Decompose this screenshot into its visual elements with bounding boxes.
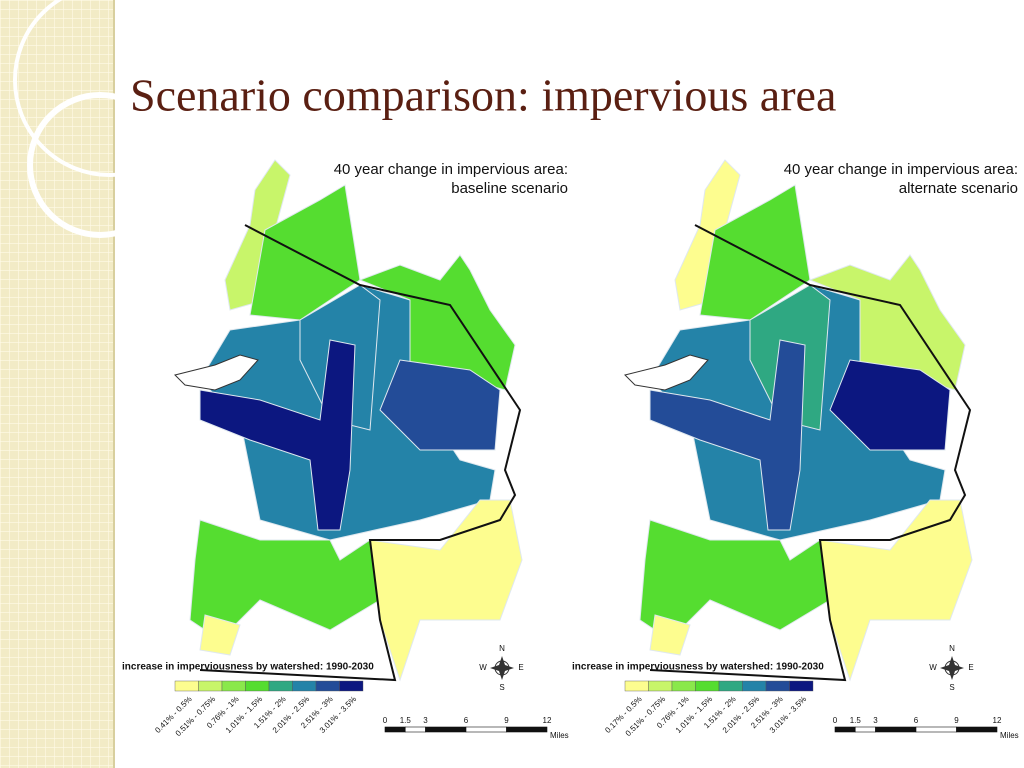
legend-swatch — [221, 680, 246, 692]
scale-segment — [384, 726, 406, 733]
map-heading: 40 year change in impervious area: — [334, 161, 568, 178]
compass-rose — [490, 656, 514, 680]
scale-label: 6 — [914, 716, 919, 725]
scale-unit: Miles — [550, 731, 569, 740]
compass-letter: W — [929, 663, 937, 672]
watershed — [199, 339, 356, 531]
legend-swatch — [315, 680, 340, 692]
watershed — [379, 359, 501, 451]
compass-ring — [944, 660, 960, 676]
watershed — [189, 519, 381, 641]
scale-segment — [404, 726, 426, 733]
scale-label: 12 — [993, 716, 1002, 725]
scale-segment — [854, 726, 876, 733]
map-heading: baseline scenario — [451, 180, 568, 197]
slide-title: Scenario comparison: impervious area — [130, 70, 836, 121]
map-panel: 40 year change in impervious area: altern… — [572, 159, 1019, 740]
ornament — [27, 92, 173, 238]
compass-letter: E — [968, 663, 973, 672]
legend-swatch — [624, 680, 649, 692]
scale-label: 1.5 — [850, 716, 862, 725]
scale-segment — [465, 726, 507, 733]
legend-swatch — [174, 680, 199, 692]
legend-swatch — [292, 680, 317, 692]
compass-letter: E — [518, 663, 523, 672]
watershed — [369, 499, 523, 682]
watershed — [829, 359, 951, 451]
side-strip — [0, 0, 114, 768]
watershed — [639, 519, 831, 641]
water-body — [174, 354, 259, 391]
legend-swatch — [718, 680, 743, 692]
water-body — [624, 354, 709, 391]
map-panel: 40 year change in impervious area: baseli… — [122, 159, 569, 740]
scale-segment — [915, 726, 957, 733]
boundary — [649, 224, 972, 682]
scale-segment — [425, 726, 467, 733]
scale-segment — [875, 726, 917, 733]
watershed — [808, 254, 966, 391]
legend-swatch — [671, 680, 696, 692]
scale-segment — [834, 726, 856, 733]
legend-swatch — [742, 680, 767, 692]
scale-label: 1.5 — [400, 716, 412, 725]
scale-label: 9 — [954, 716, 959, 725]
scale-label: 3 — [423, 716, 428, 725]
ornament — [13, 0, 207, 177]
watershed — [199, 614, 241, 656]
watershed — [649, 614, 691, 656]
scale-label: 6 — [464, 716, 469, 725]
compass-letter: S — [499, 683, 504, 692]
legend-swatch — [339, 680, 364, 692]
scale-segment — [956, 726, 998, 733]
legend-swatch — [789, 680, 814, 692]
compass-rose — [940, 656, 964, 680]
compass-letter: W — [479, 663, 487, 672]
legend-title: increase in imperviousness by watershed:… — [122, 662, 374, 673]
scale-label: 12 — [543, 716, 552, 725]
scale-label: 3 — [873, 716, 878, 725]
boundary — [199, 224, 522, 682]
legend-swatch — [245, 680, 270, 692]
scale-label: 9 — [504, 716, 509, 725]
legend-swatch — [765, 680, 790, 692]
compass-letter: N — [499, 644, 505, 653]
scale-label: 0 — [383, 716, 388, 725]
legend-swatch — [648, 680, 673, 692]
compass-letter: S — [949, 683, 954, 692]
map-heading: 40 year change in impervious area: — [784, 161, 1018, 178]
legend-swatch — [695, 680, 720, 692]
watershed — [649, 339, 806, 531]
maps: 40 year change in impervious area: baseli… — [122, 159, 1019, 740]
legend-swatch — [268, 680, 293, 692]
compass-ring — [494, 660, 510, 676]
legend-swatch — [198, 680, 223, 692]
scale-label: 0 — [833, 716, 838, 725]
legend-title: increase in imperviousness by watershed:… — [572, 662, 824, 673]
map-heading: alternate scenario — [899, 180, 1018, 197]
scale-segment — [506, 726, 548, 733]
watershed — [358, 254, 516, 391]
scale-unit: Miles — [1000, 731, 1019, 740]
watershed — [819, 499, 973, 682]
compass-letter: N — [949, 644, 955, 653]
